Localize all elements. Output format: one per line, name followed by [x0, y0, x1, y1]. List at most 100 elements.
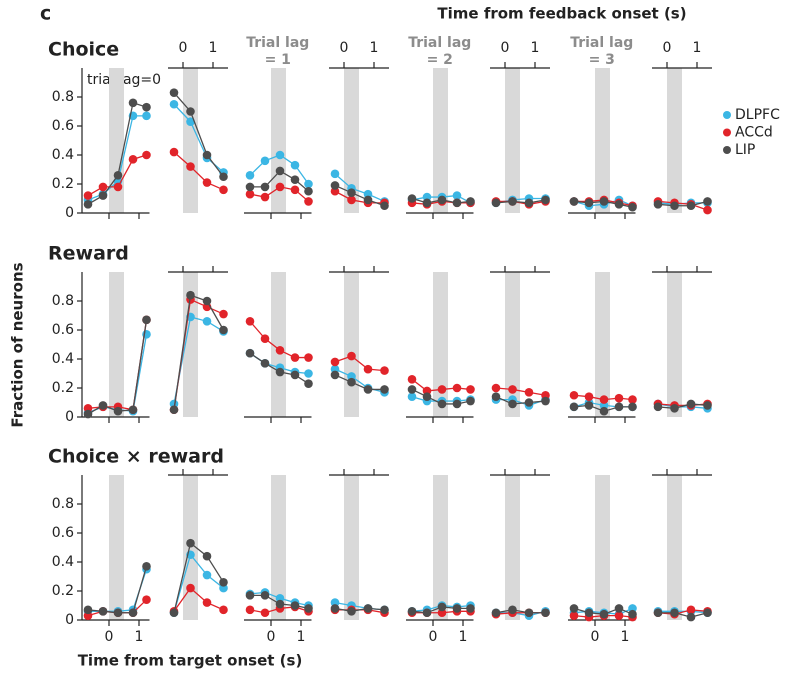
- y-tick-label: 0.8: [52, 89, 74, 105]
- data-point: [541, 195, 550, 205]
- data-point: [584, 608, 594, 618]
- highlight-band: [183, 272, 198, 417]
- legend-marker: [723, 146, 731, 154]
- lag-label: = 3: [589, 52, 615, 68]
- data-point: [219, 185, 228, 195]
- data-point: [128, 155, 138, 164]
- data-point: [304, 353, 313, 362]
- highlight-band: [595, 68, 610, 213]
- data-point: [541, 608, 550, 618]
- series-line: [658, 610, 708, 614]
- data-point: [614, 393, 624, 403]
- data-point: [142, 102, 151, 112]
- data-point: [653, 200, 663, 209]
- series-line: [495, 387, 546, 396]
- data-point: [628, 609, 637, 619]
- data-point: [407, 385, 417, 394]
- data-point: [541, 396, 550, 406]
- data-point: [260, 156, 270, 166]
- data-point: [347, 607, 356, 616]
- series-line: [496, 200, 546, 205]
- data-point: [584, 198, 594, 208]
- series-line: [495, 199, 546, 204]
- x2-tick-label: 1: [693, 40, 702, 56]
- data-point: [113, 406, 123, 416]
- series-line: [495, 396, 546, 405]
- data-point: [202, 150, 212, 160]
- data-point: [569, 402, 579, 412]
- series-line: [496, 398, 546, 407]
- data-point: [169, 99, 179, 109]
- data-point: [186, 290, 195, 300]
- series-line: [173, 553, 224, 613]
- data-point: [524, 398, 534, 407]
- data-point: [614, 402, 624, 412]
- data-point: [363, 364, 373, 374]
- data-point: [304, 604, 313, 613]
- data-point: [437, 602, 447, 612]
- data-point: [599, 406, 609, 416]
- data-point: [142, 315, 151, 325]
- data-point: [614, 604, 624, 613]
- data-point: [686, 605, 696, 615]
- data-point: [569, 604, 579, 613]
- data-point: [407, 194, 417, 203]
- highlight-band: [667, 68, 682, 213]
- data-point: [290, 353, 300, 362]
- data-point: [524, 608, 534, 618]
- x2-tick-label: 1: [370, 40, 379, 56]
- data-point: [653, 608, 663, 618]
- y-tick-label: 0.6: [52, 322, 74, 338]
- data-point: [330, 181, 340, 190]
- series-line: [657, 200, 708, 211]
- data-point: [275, 599, 285, 609]
- data-point: [219, 325, 228, 335]
- lag-label: = 1: [265, 52, 291, 68]
- x-tick-label: 0: [267, 629, 276, 645]
- data-point: [491, 383, 501, 393]
- x-tick-label: 1: [297, 629, 306, 645]
- x-tick-label: 0: [591, 629, 600, 645]
- data-point: [508, 385, 517, 394]
- legend-marker: [723, 128, 731, 137]
- data-point: [452, 198, 462, 208]
- data-point: [569, 611, 579, 620]
- data-point: [83, 200, 93, 209]
- data-point: [330, 604, 340, 613]
- data-point: [599, 197, 609, 206]
- data-point: [452, 399, 462, 409]
- y-axis-title: Fraction of neurons: [9, 262, 27, 427]
- highlight-band: [183, 68, 198, 213]
- data-point: [128, 405, 138, 415]
- x-tick-label: 0: [429, 629, 438, 645]
- data-point: [363, 385, 373, 394]
- data-point: [202, 178, 212, 187]
- legend-label: DLPFC: [735, 107, 780, 123]
- data-point: [275, 182, 285, 192]
- data-point: [524, 198, 534, 208]
- x-axis-title: Time from target onset (s): [78, 652, 303, 670]
- highlight-band: [433, 272, 448, 417]
- series-line: [334, 184, 385, 207]
- lag-label: Trial lag: [570, 35, 633, 51]
- data-point: [330, 169, 340, 179]
- y-tick-label: 0.4: [52, 351, 74, 367]
- data-point: [275, 346, 285, 355]
- data-point: [452, 191, 462, 200]
- data-point: [219, 172, 228, 182]
- data-point: [686, 612, 696, 622]
- panel-label: c: [40, 3, 51, 25]
- data-point: [186, 162, 195, 171]
- data-point: [508, 399, 517, 409]
- y-tick-label: 0.4: [52, 147, 74, 163]
- data-point: [245, 182, 255, 192]
- data-point: [452, 604, 462, 613]
- data-point: [628, 402, 637, 412]
- data-point: [304, 186, 313, 196]
- data-point: [569, 390, 579, 400]
- highlight-band: [595, 475, 610, 620]
- data-point: [304, 179, 313, 189]
- data-point: [245, 171, 255, 180]
- series-line: [334, 368, 385, 393]
- data-point: [347, 351, 356, 361]
